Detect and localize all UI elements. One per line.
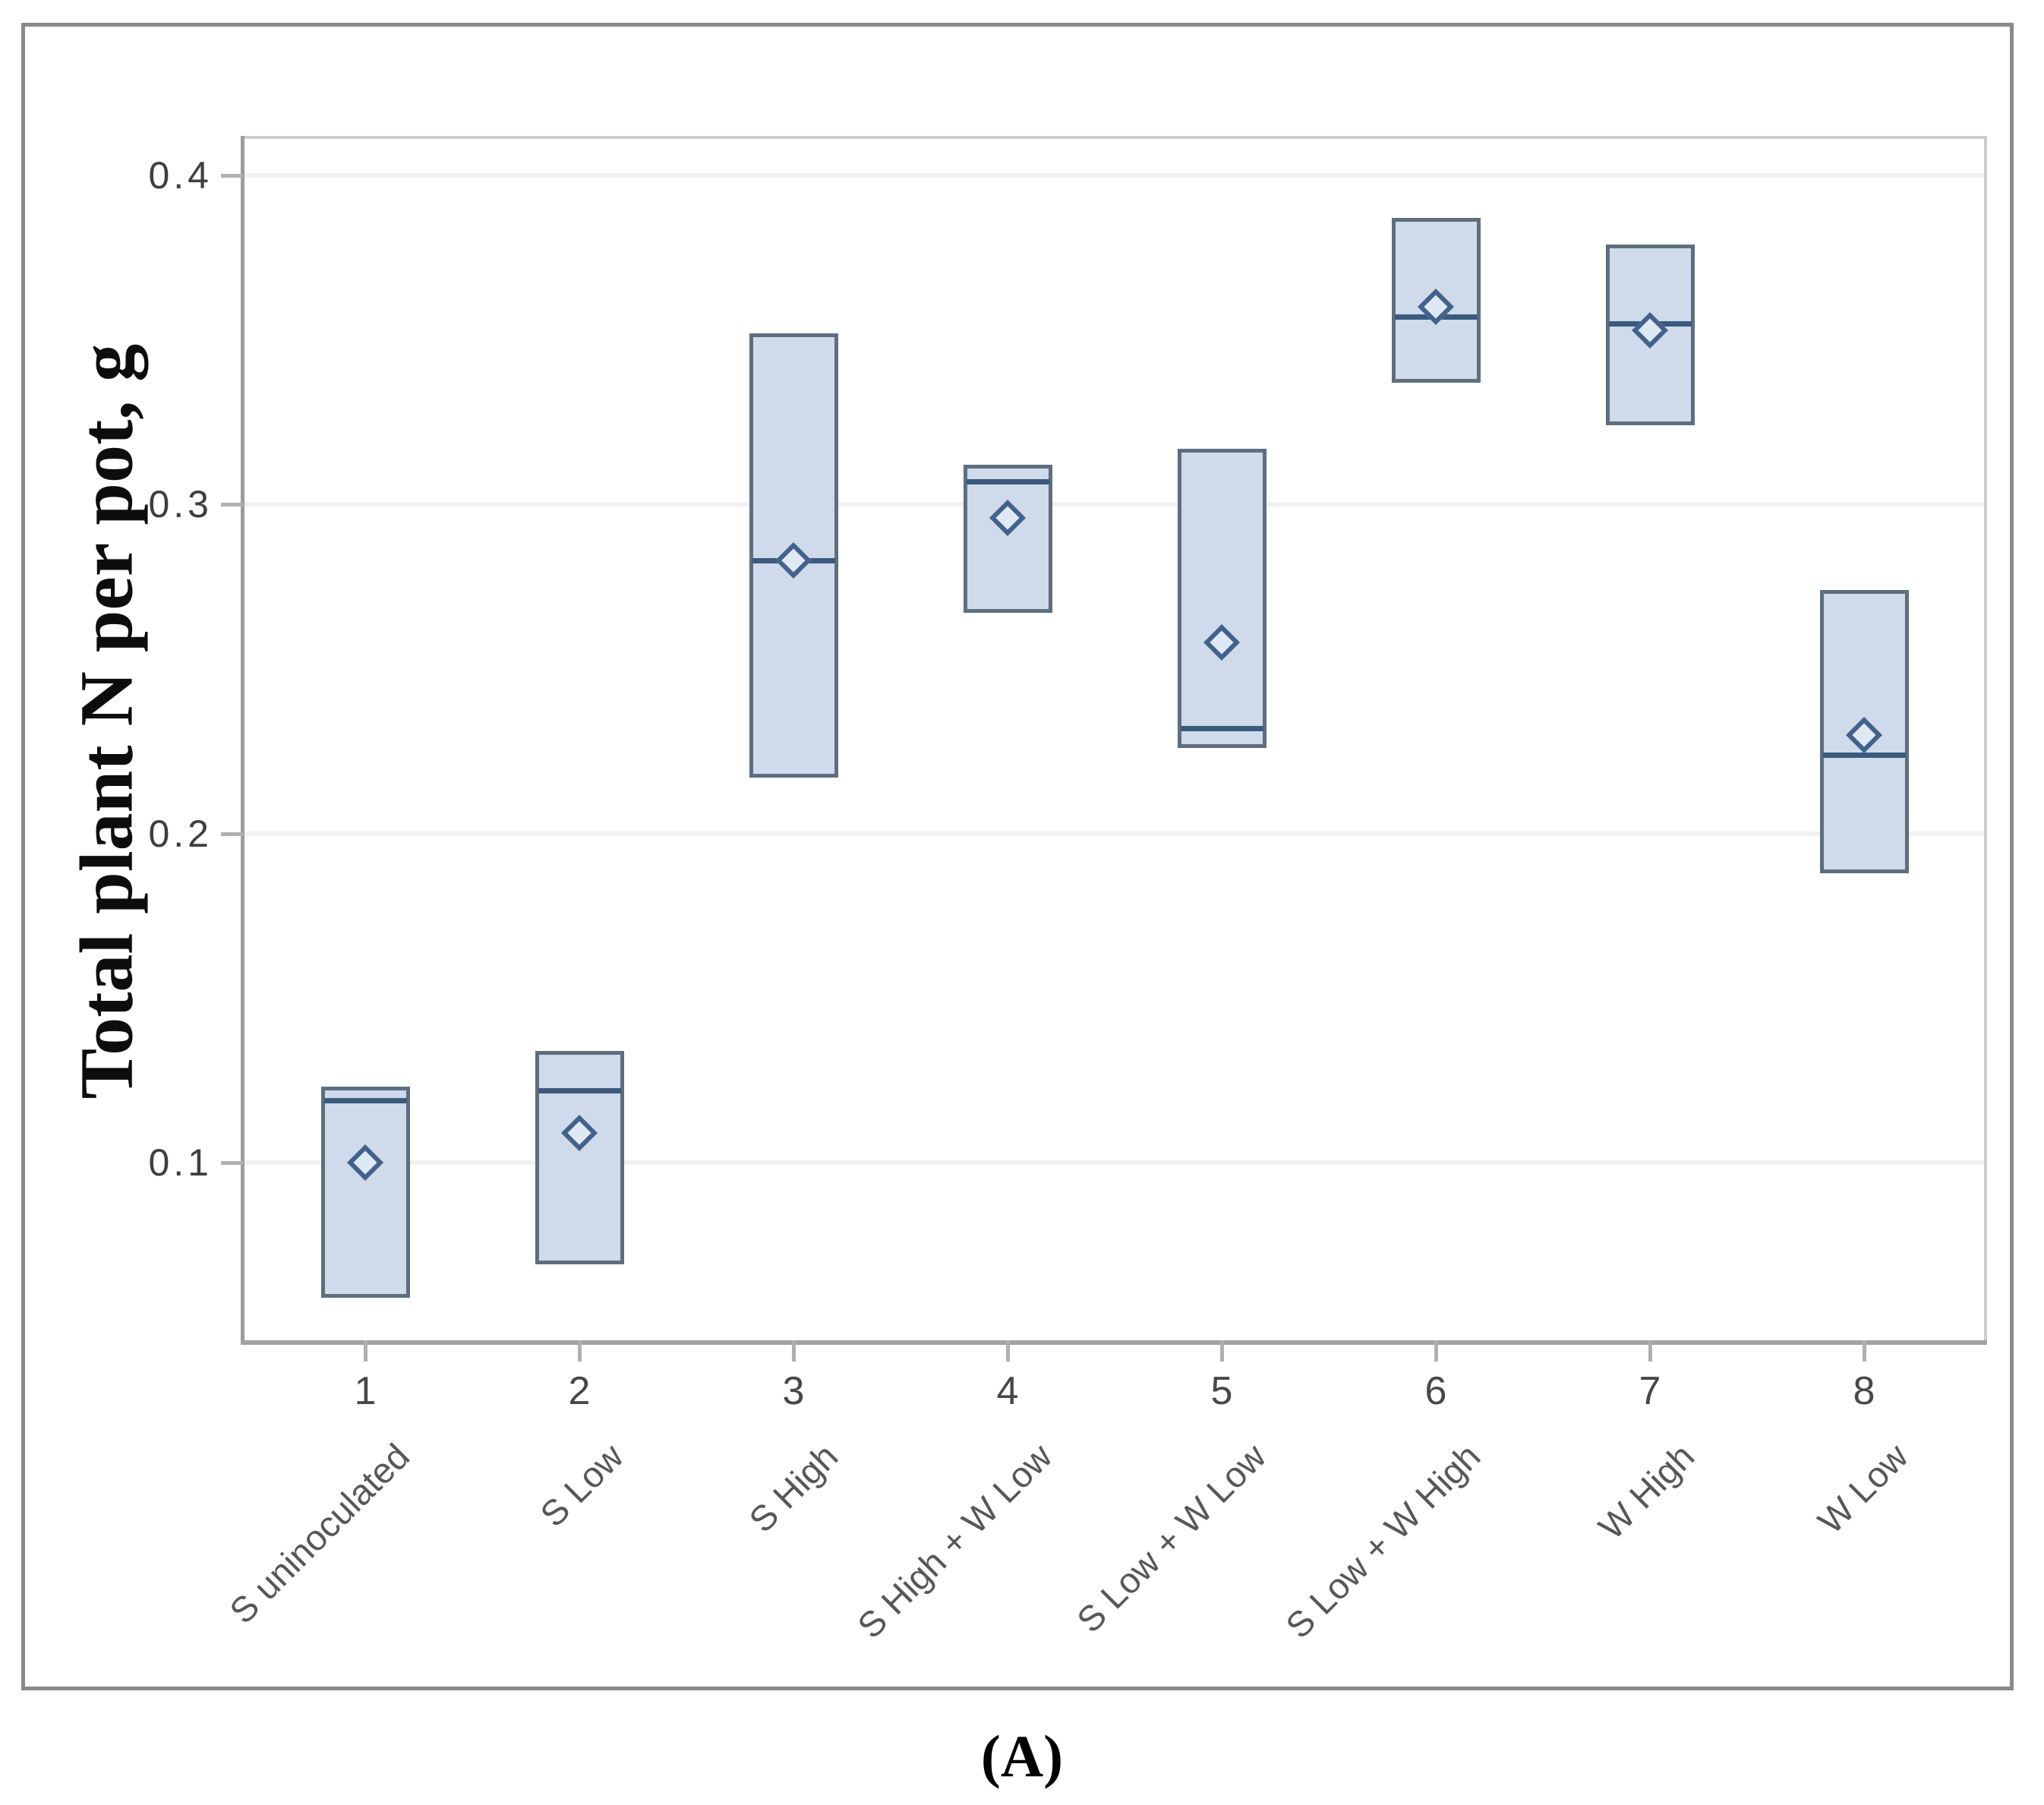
y-tick [221, 1161, 243, 1165]
x-tick-label: 3 [782, 1369, 805, 1413]
median-line [1822, 752, 1906, 758]
median-line [538, 1087, 621, 1093]
x-tick [1648, 1340, 1652, 1362]
box [1177, 448, 1266, 748]
figure-caption: (A) [980, 1723, 1064, 1789]
x-tick-label: 6 [1424, 1369, 1447, 1413]
y-tick [221, 174, 243, 178]
y-axis-line [241, 136, 244, 1343]
y-tick-label: 0.4 [148, 154, 213, 197]
x-tick [792, 1340, 796, 1362]
box [963, 465, 1052, 614]
box [535, 1050, 624, 1265]
median-line [1180, 726, 1263, 731]
median-line [323, 1097, 407, 1103]
x-tick-label: 8 [1853, 1369, 1875, 1413]
x-tick [578, 1340, 582, 1362]
x-tick [1220, 1340, 1224, 1362]
y-tick-label: 0.3 [148, 483, 213, 526]
x-tick [364, 1340, 367, 1362]
y-tick-label: 0.2 [148, 812, 213, 855]
x-tick-label: 7 [1639, 1369, 1661, 1413]
y-gridline [244, 1160, 1987, 1165]
x-tick [1863, 1340, 1866, 1362]
y-tick [221, 831, 243, 836]
x-tick-label: 5 [1210, 1369, 1233, 1413]
y-gridline [244, 173, 1987, 178]
median-line [966, 479, 1049, 484]
x-tick-label: 4 [996, 1369, 1019, 1413]
y-gridline [244, 831, 1987, 836]
y-axis-title: Total plant N per pot, g [64, 343, 149, 1100]
y-tick [221, 503, 243, 507]
plot-frame-top [243, 136, 1987, 139]
box [320, 1087, 410, 1298]
x-axis-line [241, 1340, 1987, 1345]
x-tick [1434, 1340, 1438, 1362]
y-tick-label: 0.1 [148, 1141, 213, 1184]
x-tick [1006, 1340, 1010, 1362]
plot-frame-right [1984, 136, 1987, 1340]
x-tick-label: 1 [354, 1369, 377, 1413]
y-gridline [244, 502, 1987, 507]
x-tick-label: 2 [568, 1369, 591, 1413]
figure-border [21, 23, 2014, 1690]
